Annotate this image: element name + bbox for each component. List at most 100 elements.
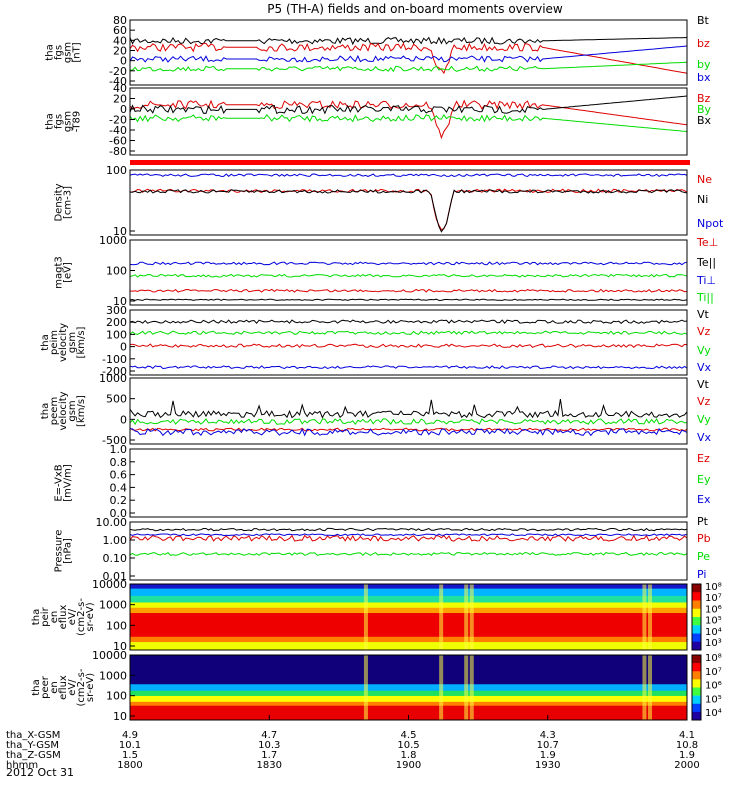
panel-frame: [129, 521, 688, 581]
y-tick-label: -500: [102, 434, 127, 447]
series-peem-3: [130, 427, 688, 437]
y-axis-label: peim: [49, 330, 60, 355]
series-dens-0: [129, 188, 688, 231]
legend-Pb: Pb: [697, 532, 711, 545]
spectrogram-band: [130, 701, 687, 707]
colorbar-segment: [692, 695, 701, 705]
y-axis-label: Density: [54, 183, 65, 221]
y-tick-label: 0.2: [110, 494, 128, 507]
series-press-1: [129, 534, 688, 542]
y-tick-label: -60: [109, 135, 127, 148]
axis-row-value: 1.9: [679, 750, 695, 761]
spectrogram-event: [648, 584, 653, 650]
y-tick-label: 60: [113, 24, 127, 37]
y-tick-label: 200: [106, 316, 127, 329]
series-temp-0: [129, 288, 688, 293]
y-tick-label: -80: [109, 145, 127, 158]
spectrogram-event: [363, 655, 368, 720]
legend-Ti||: Ti||: [696, 291, 714, 304]
spectrogram-band: [130, 613, 687, 638]
y-tick-label: 100: [106, 328, 127, 341]
y-axis-label: magt3: [54, 256, 65, 289]
y-axis-label: tha: [40, 403, 51, 419]
spectrogram-event: [464, 655, 469, 720]
y-axis-label: en: [49, 681, 60, 694]
panel-frame: [129, 309, 688, 376]
axis-row-value: 10.1: [119, 740, 141, 751]
legend-Ti⊥: Ti⊥: [696, 274, 716, 287]
colorbar-tick-label: 10⁶: [705, 681, 722, 692]
y-axis-label: [km/s]: [76, 326, 87, 358]
legend-Npot: Npot: [697, 217, 724, 230]
colorbar-segment: [692, 655, 701, 664]
y-axis-label: tha: [45, 44, 56, 60]
panel-temp: 1000 100 10 magt3[eV] Te⊥ Te|| Ti⊥ Ti||: [54, 234, 719, 308]
spectrogram-band: [130, 584, 687, 590]
axis-row-label: tha_Y-GSM: [6, 740, 59, 751]
colorbar-segment: [692, 711, 701, 721]
series-fgs-2: [130, 61, 688, 73]
axis-row-value: 1.8: [401, 750, 417, 761]
series-temp-3: [129, 273, 688, 278]
y-tick-label: 20: [113, 45, 127, 58]
y-tick-label: 10: [113, 640, 127, 653]
y-axis-label: gsm: [63, 42, 74, 63]
legend-Ni: Ni: [697, 193, 708, 206]
legend-Vt: Vt: [697, 308, 710, 321]
spectrogram-event: [469, 584, 474, 650]
axis-row-value: 10.3: [258, 740, 280, 751]
colorbar-segment: [692, 671, 701, 680]
y-axis-label: [nT]: [72, 42, 83, 62]
legend-Bt: Bt: [697, 14, 710, 27]
colorbar-segment: [692, 592, 701, 601]
axis-row-value: 4.1: [679, 730, 695, 741]
spectrogram-band: [130, 655, 687, 685]
colorbar-segment: [692, 584, 701, 593]
legend-Ne: Ne: [697, 173, 712, 186]
panel-peer: 10⁸ 10⁷ 10⁶ 10⁵ 10⁴ 10000 1000 100 10 thapeerenef…: [31, 649, 722, 723]
legend-Ex: Ex: [697, 493, 711, 506]
axis-row-value: 10.7: [537, 740, 559, 751]
y-tick-label: 0.01: [103, 570, 128, 583]
colorbar-segment: [692, 617, 701, 626]
legend-Vz: Vz: [697, 395, 711, 408]
colorbar-tick-label: 10⁵: [705, 616, 722, 627]
series-peim-3: [129, 365, 688, 370]
y-axis-label: gsm: [67, 400, 78, 421]
legend-bz: bz: [697, 37, 710, 50]
axis-row-value: 4.9: [122, 730, 138, 741]
series-press-2: [129, 551, 688, 556]
axis-row-label: hhmm: [6, 760, 38, 771]
colorbar-tick-label: 10⁴: [705, 708, 722, 719]
legend-Bx: Bx: [697, 114, 712, 127]
y-tick-label: -100: [102, 353, 127, 366]
colorbar-tick-label: 10⁸: [705, 653, 722, 664]
legend-Ey: Ey: [697, 473, 711, 486]
y-axis-label: [km/s]: [76, 395, 87, 427]
y-tick-label: 500: [106, 393, 127, 406]
y-axis-label: sr-eV): [85, 602, 96, 631]
panel-frame: [129, 448, 688, 518]
y-tick-label: 0.4: [110, 481, 128, 494]
colorbar-segment: [692, 663, 701, 672]
axis-row-value: 1.9: [540, 750, 556, 761]
spectrogram-event: [642, 655, 647, 720]
spectrogram-band: [130, 588, 687, 597]
y-axis-label: E=-VxB: [54, 464, 65, 501]
series-fgs_lt-0: [129, 99, 688, 140]
y-axis-label: [eV]: [63, 262, 74, 283]
legend-Vx: Vx: [697, 361, 712, 374]
y-tick-label: 100: [106, 619, 127, 632]
panel-dens: 100 10 Density[cm-3] Ne Ni Npot: [54, 164, 724, 238]
y-tick-label: 1000: [99, 669, 127, 682]
spectrogram-band: [130, 636, 687, 643]
spectrogram-band: [130, 607, 687, 614]
y-tick-label: 0.10: [103, 552, 128, 565]
axis-row-value: 1930: [535, 760, 560, 771]
panel-frame: [129, 19, 688, 86]
y-axis-label: Pressure: [54, 530, 65, 573]
y-axis-label: [nPa]: [63, 538, 74, 564]
y-axis-label: eV/: [67, 608, 78, 625]
